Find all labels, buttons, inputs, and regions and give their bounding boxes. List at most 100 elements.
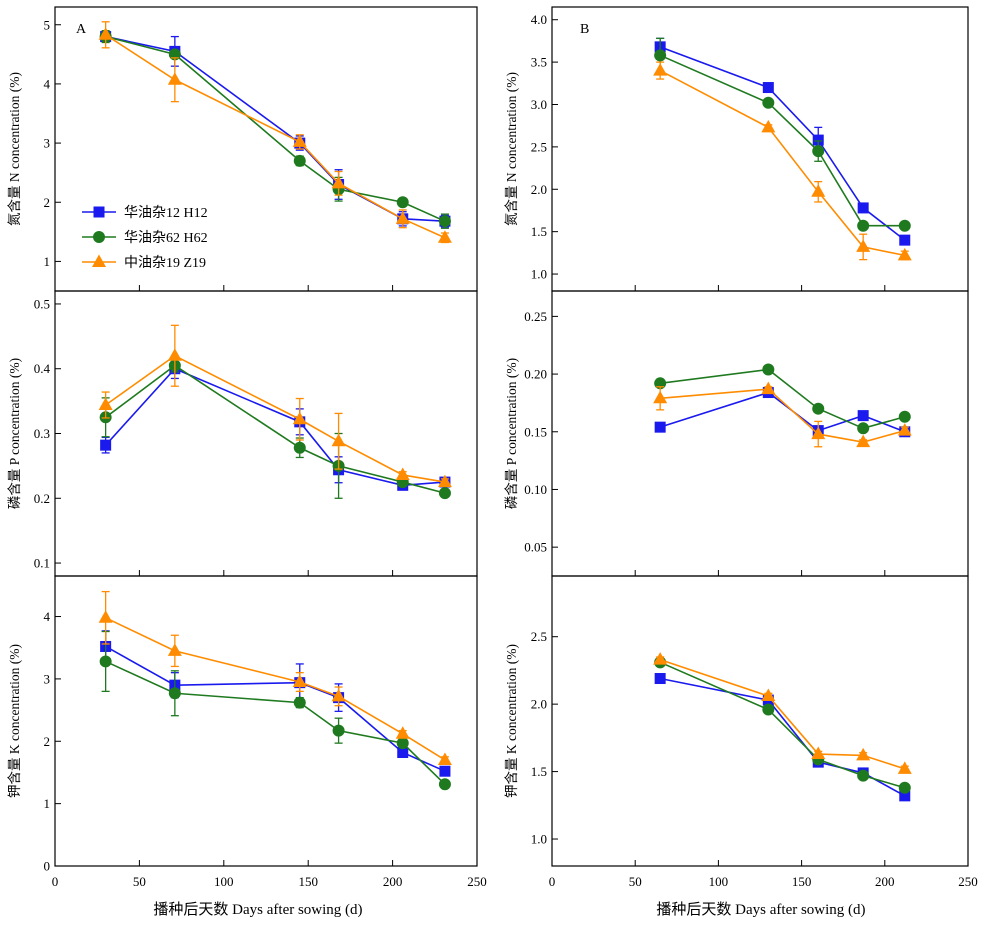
plot-frame-a-r2 xyxy=(54,575,478,867)
data-point xyxy=(292,134,307,147)
y-tick-label: 0.3 xyxy=(34,426,50,441)
legend-marker xyxy=(92,254,106,267)
data-point xyxy=(857,769,870,782)
y-tick-label: 0.25 xyxy=(524,309,547,324)
data-point xyxy=(761,688,776,702)
y-tick-label: 1.5 xyxy=(531,224,547,239)
chart-b-r1: 0.05 0.10 0.15 0.20 0.25 磷含量 P concentration … xyxy=(504,290,969,577)
series-z19 xyxy=(653,381,912,448)
series-h12 xyxy=(654,673,911,802)
y-tick-label: 3.5 xyxy=(531,55,547,70)
data-point xyxy=(857,202,869,214)
data-point xyxy=(857,410,869,422)
y-tick-label: 3 xyxy=(44,136,51,151)
y-axis-title: 磷含量 P concentration (%) xyxy=(7,358,22,509)
y-tick-label: 2 xyxy=(44,734,51,749)
data-point xyxy=(293,154,306,167)
data-point xyxy=(898,781,911,794)
data-point xyxy=(811,426,826,440)
data-point xyxy=(167,348,182,361)
series-h62 xyxy=(654,656,911,794)
data-point xyxy=(857,422,870,435)
series-line xyxy=(105,354,446,483)
data-point xyxy=(898,410,911,423)
y-axis-title: 钾含量 K concentration (%) xyxy=(504,644,519,798)
data-point xyxy=(899,234,911,246)
data-point xyxy=(331,433,346,447)
data-point xyxy=(98,610,113,623)
y-tick-label: 4.0 xyxy=(531,12,547,27)
data-point xyxy=(99,655,112,668)
plot-frame-b-r2 xyxy=(551,575,969,867)
y-tick-label: 4 xyxy=(44,609,51,624)
x-tick-label: 50 xyxy=(133,874,146,889)
data-point xyxy=(897,423,912,436)
y-tick-label: 0.10 xyxy=(524,482,547,497)
data-point xyxy=(654,421,666,433)
y-tick-label: 5 xyxy=(44,17,51,32)
series-line xyxy=(105,645,446,772)
data-point xyxy=(168,687,181,700)
data-point xyxy=(331,175,346,189)
y-tick-label: 0.1 xyxy=(34,556,50,571)
data-point xyxy=(395,467,410,480)
series-line xyxy=(659,54,905,227)
chart-b-r0: 1.0 1.5 2.0 2.5 3.0 3.5 4.0 氮含量 N concentration… xyxy=(504,6,969,292)
chart-a-r2: 0 1 2 3 4 0 50 100 150 200 250 钾含量 K concentration … xyxy=(7,575,487,889)
y-axis-title: 钾含量 K concentration (%) xyxy=(7,644,22,798)
data-point xyxy=(437,752,452,765)
data-point xyxy=(292,411,307,425)
series-z19 xyxy=(98,324,452,488)
plot-frame-b-r0 xyxy=(551,6,969,292)
legend-label: 华油杂12 H12 xyxy=(124,205,208,221)
data-point xyxy=(438,778,451,791)
series-line xyxy=(105,35,446,222)
data-point xyxy=(293,696,306,709)
data-point xyxy=(897,761,912,774)
x-tick-label: 0 xyxy=(52,874,59,889)
y-tick-label: 3.0 xyxy=(531,97,547,112)
data-point xyxy=(438,487,451,500)
series-line xyxy=(659,658,906,770)
x-tick-label: 150 xyxy=(792,874,812,889)
data-point xyxy=(899,790,911,802)
data-point xyxy=(856,239,871,252)
data-point xyxy=(439,765,451,777)
data-point xyxy=(761,381,776,395)
x-tick-label: 50 xyxy=(629,874,642,889)
data-point xyxy=(396,196,409,209)
y-tick-label: 1.0 xyxy=(531,267,547,282)
x-tick-label: 100 xyxy=(214,874,234,889)
data-point xyxy=(812,134,824,146)
y-tick-label: 1 xyxy=(44,796,51,811)
data-point xyxy=(762,96,775,109)
y-tick-label: 0.5 xyxy=(34,296,50,311)
series-z19 xyxy=(98,21,452,244)
series-line xyxy=(105,367,445,487)
y-tick-label: 0.15 xyxy=(524,424,547,439)
legend-label: 中油杂19 Z19 xyxy=(124,255,206,271)
data-point xyxy=(762,82,774,94)
data-point xyxy=(167,72,182,85)
data-point xyxy=(397,746,409,758)
y-tick-label: 0.2 xyxy=(34,491,50,506)
x-axis-title-a: 播种后天数 Days after sowing (d) xyxy=(153,901,362,918)
data-point xyxy=(437,474,452,488)
data-point xyxy=(654,49,667,62)
data-point xyxy=(762,703,775,716)
data-point xyxy=(100,439,112,451)
series-z19 xyxy=(653,61,912,261)
x-tick-label: 250 xyxy=(958,874,978,889)
data-point xyxy=(857,219,870,232)
data-point xyxy=(167,643,182,656)
y-tick-label: 2.0 xyxy=(531,697,547,712)
series-line xyxy=(105,660,446,785)
data-point xyxy=(332,724,345,737)
data-point xyxy=(654,673,666,685)
data-point xyxy=(396,737,409,750)
series-h62 xyxy=(654,37,911,232)
y-tick-label: 4 xyxy=(44,76,51,91)
